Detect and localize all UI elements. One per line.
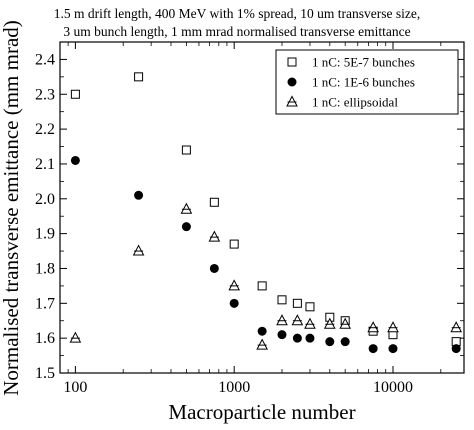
square-marker: [292, 298, 302, 308]
circle-marker: [229, 298, 239, 308]
y-tick-label: 1.6: [35, 330, 55, 347]
plot-area: [59, 41, 465, 374]
triangle-marker: [256, 338, 268, 350]
triangle-marker: [339, 317, 352, 329]
legend-label: 1 nC: ellipsoidal: [312, 95, 398, 110]
square-marker: [257, 281, 267, 291]
triangle-marker: [228, 279, 241, 291]
legend-marker: [287, 57, 297, 67]
circle-marker: [388, 344, 398, 354]
y-tick-label: 1.5: [35, 365, 55, 382]
legend-label: 1 nC: 1E-6 bunches: [312, 75, 415, 90]
triangle-marker: [208, 230, 221, 242]
y-axis-tick-labels: 1.5 1.6 1.7 1.8 1.9 2.0 2.1 2.2 2.3 2.4: [35, 51, 55, 382]
legend-box: [275, 49, 459, 115]
y-tick-label: 2.1: [35, 156, 55, 173]
circle-marker: [368, 344, 378, 354]
square-marker: [70, 89, 80, 99]
triangle-marker: [450, 321, 463, 333]
square-marker: [305, 302, 315, 312]
x-tick-label: 10000: [373, 379, 413, 396]
square-marker: [181, 145, 191, 155]
x-tick-label: 1000: [218, 379, 250, 396]
y-axis-label: Normalised transverse emittance (mm mrad…: [0, 20, 23, 396]
circle-marker: [451, 344, 461, 354]
square-marker: [277, 295, 287, 305]
triangle-marker: [132, 244, 145, 256]
chart-title-line-2: 3 um bunch length, 1 mm mrad normalised …: [63, 24, 410, 39]
circle-marker: [257, 326, 267, 336]
legend: 1 nC: 5E-7 bunches 1 nC: 1E-6 bunches 1 nC…: [275, 49, 459, 115]
x-axis-ticks: [59, 42, 442, 373]
square-marker: [229, 239, 239, 249]
triangle-marker: [387, 321, 399, 333]
x-axis-label: Macroparticle number: [168, 400, 355, 424]
legend-marker: [287, 77, 297, 87]
circle-marker: [277, 330, 287, 340]
y-tick-label: 1.8: [35, 260, 55, 277]
circle-marker: [209, 263, 219, 273]
legend-label: 1 nC: 5E-7 bunches: [312, 55, 415, 70]
circle-marker: [305, 333, 315, 343]
y-tick-label: 2.3: [35, 86, 55, 103]
triangle-marker: [304, 317, 316, 329]
y-tick-label: 2.0: [35, 191, 55, 208]
y-axis-ticks: [60, 58, 464, 374]
circle-marker: [292, 333, 302, 343]
y-tick-label: 1.9: [35, 226, 55, 243]
y-tick-label: 1.7: [35, 295, 55, 312]
legend-entries: 1 nC: 5E-7 bunches 1 nC: 1E-6 bunches 1 nC…: [286, 55, 415, 110]
circle-marker: [340, 337, 350, 347]
circle-marker: [70, 155, 80, 165]
x-tick-label: 100: [63, 379, 87, 396]
square-marker: [134, 72, 144, 82]
y-tick-label: 2.4: [35, 51, 55, 68]
triangle-marker: [180, 202, 193, 214]
triangle-marker: [291, 314, 304, 326]
circle-marker: [134, 190, 144, 200]
chart-title-line-1: 1.5 m drift length, 400 MeV with 1% spre…: [54, 6, 420, 21]
legend-marker: [286, 95, 298, 107]
square-marker: [209, 197, 219, 207]
triangle-marker: [367, 321, 379, 333]
triangle-marker: [69, 331, 82, 343]
triangle-marker: [323, 317, 336, 329]
circle-marker: [181, 222, 191, 232]
data-markers: [69, 72, 463, 354]
x-axis-tick-labels: 100 1000 10000: [63, 379, 413, 396]
triangle-marker: [276, 314, 288, 326]
y-tick-label: 2.2: [35, 121, 55, 138]
circle-marker: [325, 337, 335, 347]
chart-title: 1.5 m drift length, 400 MeV with 1% spre…: [54, 6, 420, 39]
